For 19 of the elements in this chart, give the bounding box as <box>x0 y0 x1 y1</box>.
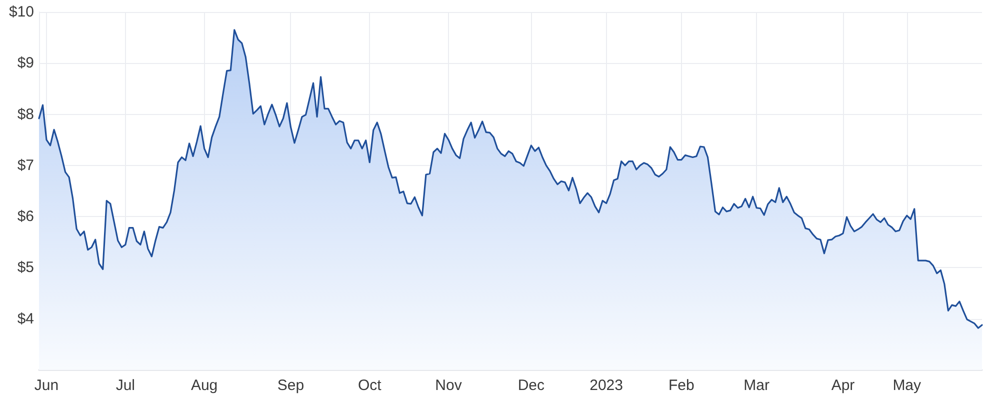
x-tick-label: 2023 <box>590 377 623 394</box>
x-tick-label: Jul <box>116 377 136 394</box>
x-tick-label: Apr <box>831 377 855 394</box>
x-tick-label: Sep <box>277 377 304 394</box>
y-tick-label: $7 <box>17 156 34 174</box>
x-tick-label: Nov <box>435 377 462 394</box>
y-tick-label: $5 <box>17 259 34 276</box>
y-tick-label: $8 <box>17 106 34 123</box>
x-tick-label: Mar <box>744 377 770 394</box>
y-tick-label: $10 <box>8 4 34 20</box>
x-tick-label: May <box>892 377 922 394</box>
x-tick-label: Feb <box>668 377 694 394</box>
y-tick-label: $6 <box>17 208 34 226</box>
x-tick-label: Jun <box>34 377 59 394</box>
x-tick-label: Dec <box>518 377 545 394</box>
y-tick-label: $4 <box>17 310 34 328</box>
x-tick-label: Aug <box>190 377 218 394</box>
x-tick-label: Oct <box>358 377 382 394</box>
y-tick-label: $9 <box>17 54 34 72</box>
